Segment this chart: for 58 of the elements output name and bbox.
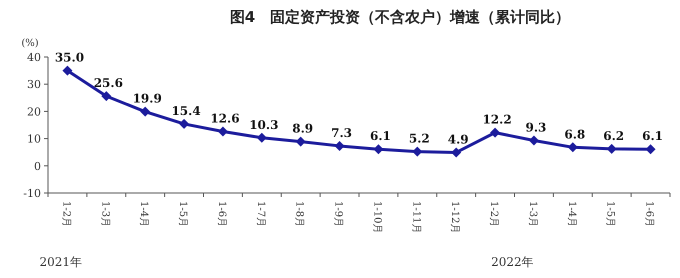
point [490,128,500,138]
point [218,126,228,137]
text: 2021年 [39,255,82,269]
point [334,140,345,151]
point [412,146,422,157]
data-label: 9.3 [525,120,546,135]
x-tick-label: 1-10月 [371,201,382,234]
data-label: 6.8 [564,127,586,142]
point [140,106,150,117]
point [451,147,462,158]
y-tick-label: 20 [27,105,41,118]
data-label: 12.6 [210,112,240,126]
x-tick-label: 1-4月 [138,201,150,228]
point [646,144,656,154]
x-tick-label: 1-5月 [604,201,616,228]
data-label: 7.3 [331,126,352,140]
x-tick-label: 1-12月 [449,201,460,234]
point [606,144,617,154]
x-tick-label: 1-7月 [254,201,266,228]
y-tick-label: 10 [27,132,41,146]
y-tick-label: -10 [23,187,41,200]
data-label: 6.1 [370,129,391,144]
y-axis-title: (%) [21,38,39,49]
point [568,142,578,152]
x-tick-label: 1-3月 [99,201,110,228]
text: 2022年 [491,255,534,269]
point [528,136,539,146]
point [179,118,190,129]
point [373,144,384,154]
x-tick-label: 1-6月 [644,201,655,228]
x-tick-label: 1-9月 [332,201,344,228]
data-label: 35.0 [54,50,84,65]
point [62,66,72,76]
x-tick-label: 1-2月 [60,201,72,228]
point [101,91,112,102]
data-label: 15.4 [171,104,201,118]
point [256,132,267,143]
y-tick-label: 0 [34,160,41,173]
chart-title: 图4 固定资产投资（不含农户）增速（累计同比） [230,8,570,26]
y-tick-label: 30 [27,78,41,92]
x-tick-label: 1-4月 [566,201,577,228]
data-label: 8.9 [292,122,314,136]
x-tick-label: 1-6月 [216,201,227,228]
x-tick-label: 1-3月 [526,201,538,228]
data-label: 6.2 [603,128,624,143]
data-label: 10.3 [249,118,278,132]
data-label: 5.2 [408,132,430,146]
data-label: 25.6 [94,76,123,90]
y-tick-label: 40 [27,51,41,64]
data-label: 19.9 [132,92,162,106]
x-tick-label: 1-8月 [294,201,305,228]
data-label: 6.1 [642,129,664,144]
x-tick-label: 1-11月 [410,201,422,234]
x-tick-label: 1-2月 [488,201,500,228]
point [296,136,306,147]
data-label: 12.2 [482,112,512,127]
x-tick-label: 1-5月 [177,201,188,228]
data-label: 4.9 [448,132,469,146]
